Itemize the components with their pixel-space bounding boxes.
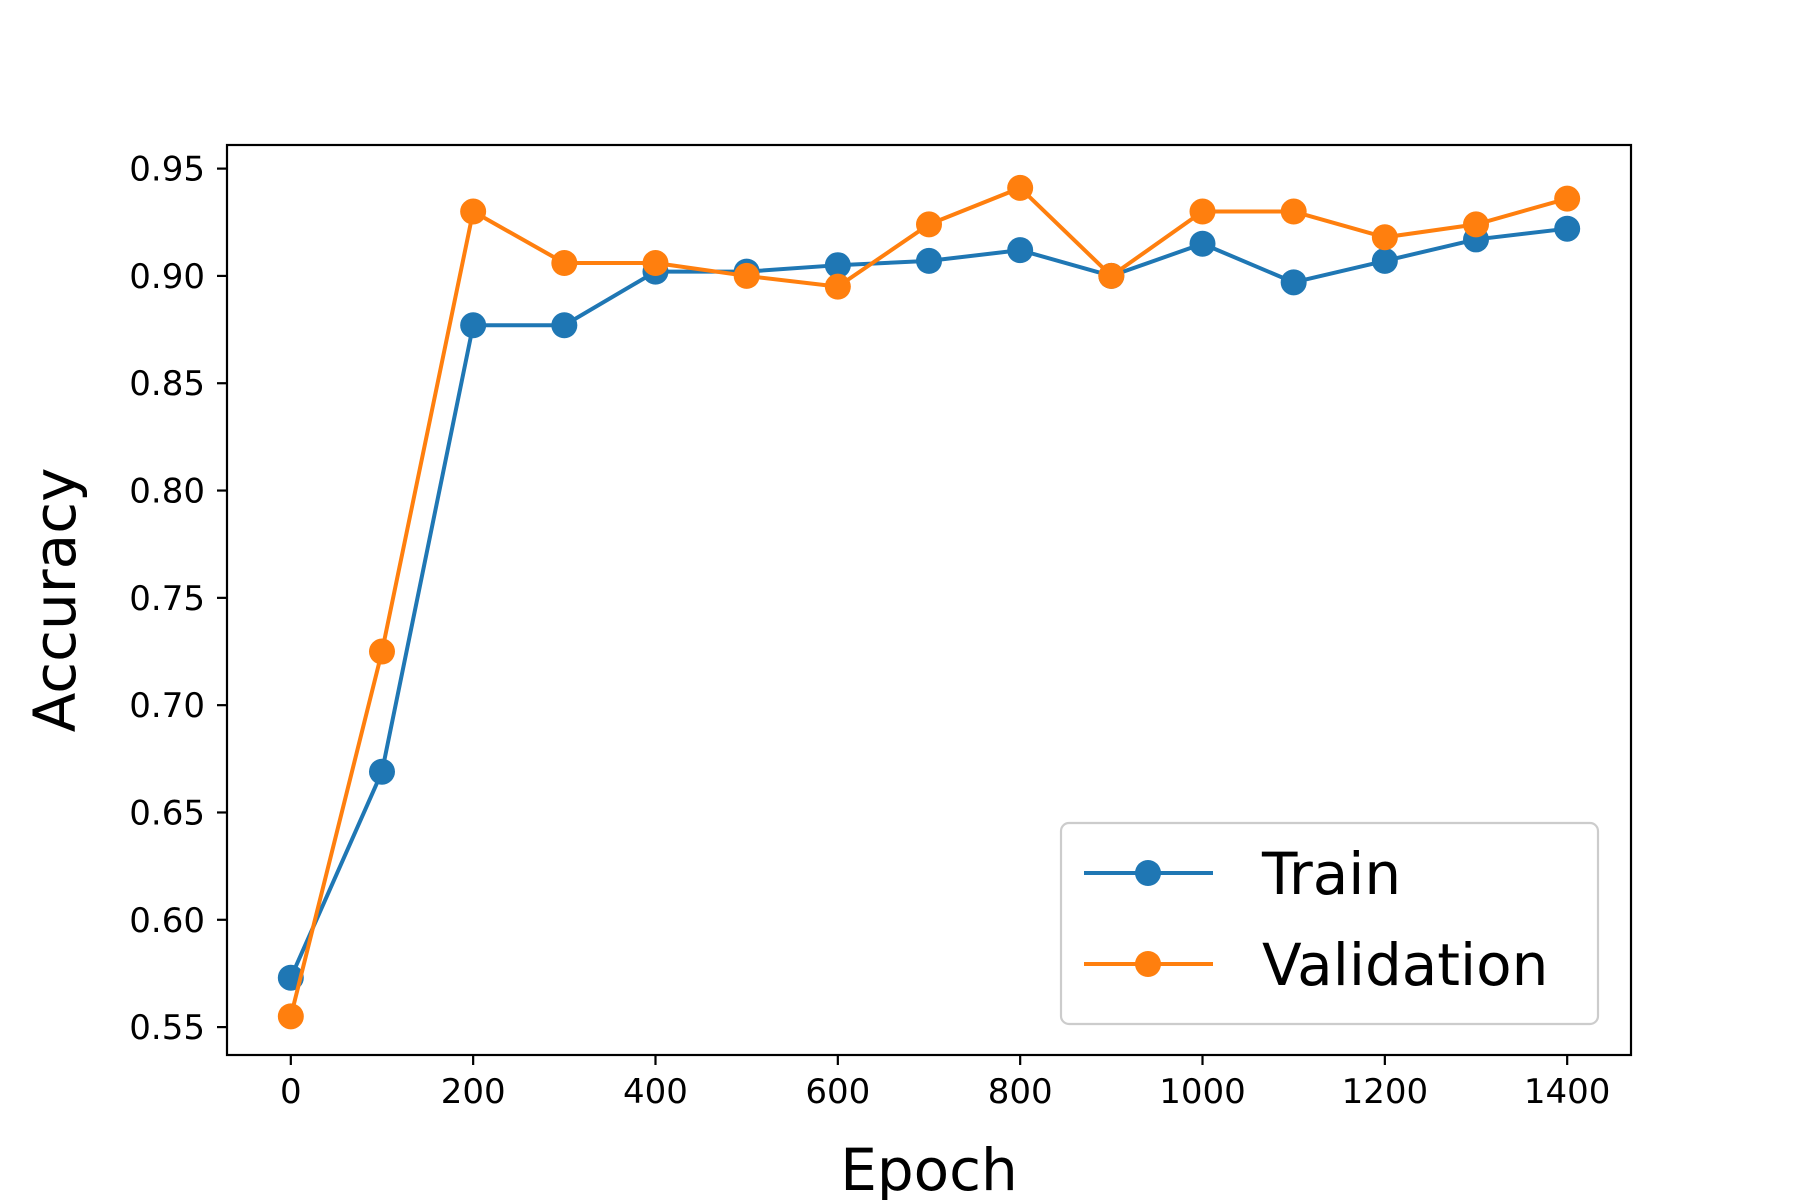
plot-frame [225,143,1633,1057]
data-point-validation [1007,174,1034,201]
data-point-validation [916,211,942,238]
data-point-validation [460,198,487,225]
x-tick-label: 0 [280,1072,302,1112]
data-point-train [460,312,487,339]
data-point-train [1280,269,1307,296]
legend-marker-validation [1135,951,1161,977]
y-tick-label: 0.70 [129,686,205,726]
data-point-validation [277,1003,304,1030]
series-layer [277,174,1581,1030]
x-tick-label: 400 [623,1072,688,1112]
y-axis-ticks: 0.55 0.60 0.65 0.70 0.75 0.80 0.85 0.90 0.95 [129,150,227,1048]
x-axis-title: Epoch [840,1136,1018,1200]
y-tick-label: 0.75 [129,579,205,619]
data-point-validation [642,250,669,277]
y-axis-title: Accuracy [21,468,89,733]
legend-entry-validation: Validation [1084,931,1548,999]
x-axis-ticks: 0 200 400 600 800 1000 1200 1400 [280,1055,1610,1112]
legend-marker-train [1135,860,1161,886]
y-tick-label: 0.55 [129,1008,205,1048]
y-tick-label: 0.80 [129,472,205,512]
x-tick-label: 1000 [1159,1072,1246,1112]
y-tick-label: 0.85 [129,364,205,404]
data-point-validation [1189,198,1216,225]
x-tick-label: 600 [805,1072,870,1112]
x-tick-label: 200 [441,1072,506,1112]
data-point-validation [551,250,578,277]
y-tick-label: 0.60 [129,901,205,941]
data-point-validation [368,638,395,665]
data-point-train [368,758,395,785]
data-point-validation [1280,198,1307,225]
data-point-train [551,312,578,339]
data-point-train [1189,230,1216,257]
x-tick-label: 1200 [1342,1072,1429,1112]
data-point-validation [1554,185,1581,212]
data-point-train [824,252,851,279]
y-tick-label: 0.65 [129,793,205,833]
data-point-train [1007,237,1034,264]
data-point-train [1554,215,1581,242]
legend-label-train: Train [1261,840,1401,908]
legend: Train Validation [1059,821,1600,1026]
legend-label-validation: Validation [1262,931,1548,999]
data-point-validation [1463,211,1490,238]
data-point-validation [1371,224,1398,251]
data-point-validation [1098,262,1125,289]
data-point-train [1371,247,1398,274]
legend-entry-train: Train [1084,840,1401,908]
x-tick-label: 1400 [1524,1072,1611,1112]
y-tick-label: 0.95 [129,150,205,190]
data-point-validation [733,262,760,289]
data-point-validation [824,273,851,300]
data-point-train [916,247,942,274]
y-tick-label: 0.90 [129,257,205,297]
x-tick-label: 800 [988,1072,1053,1112]
